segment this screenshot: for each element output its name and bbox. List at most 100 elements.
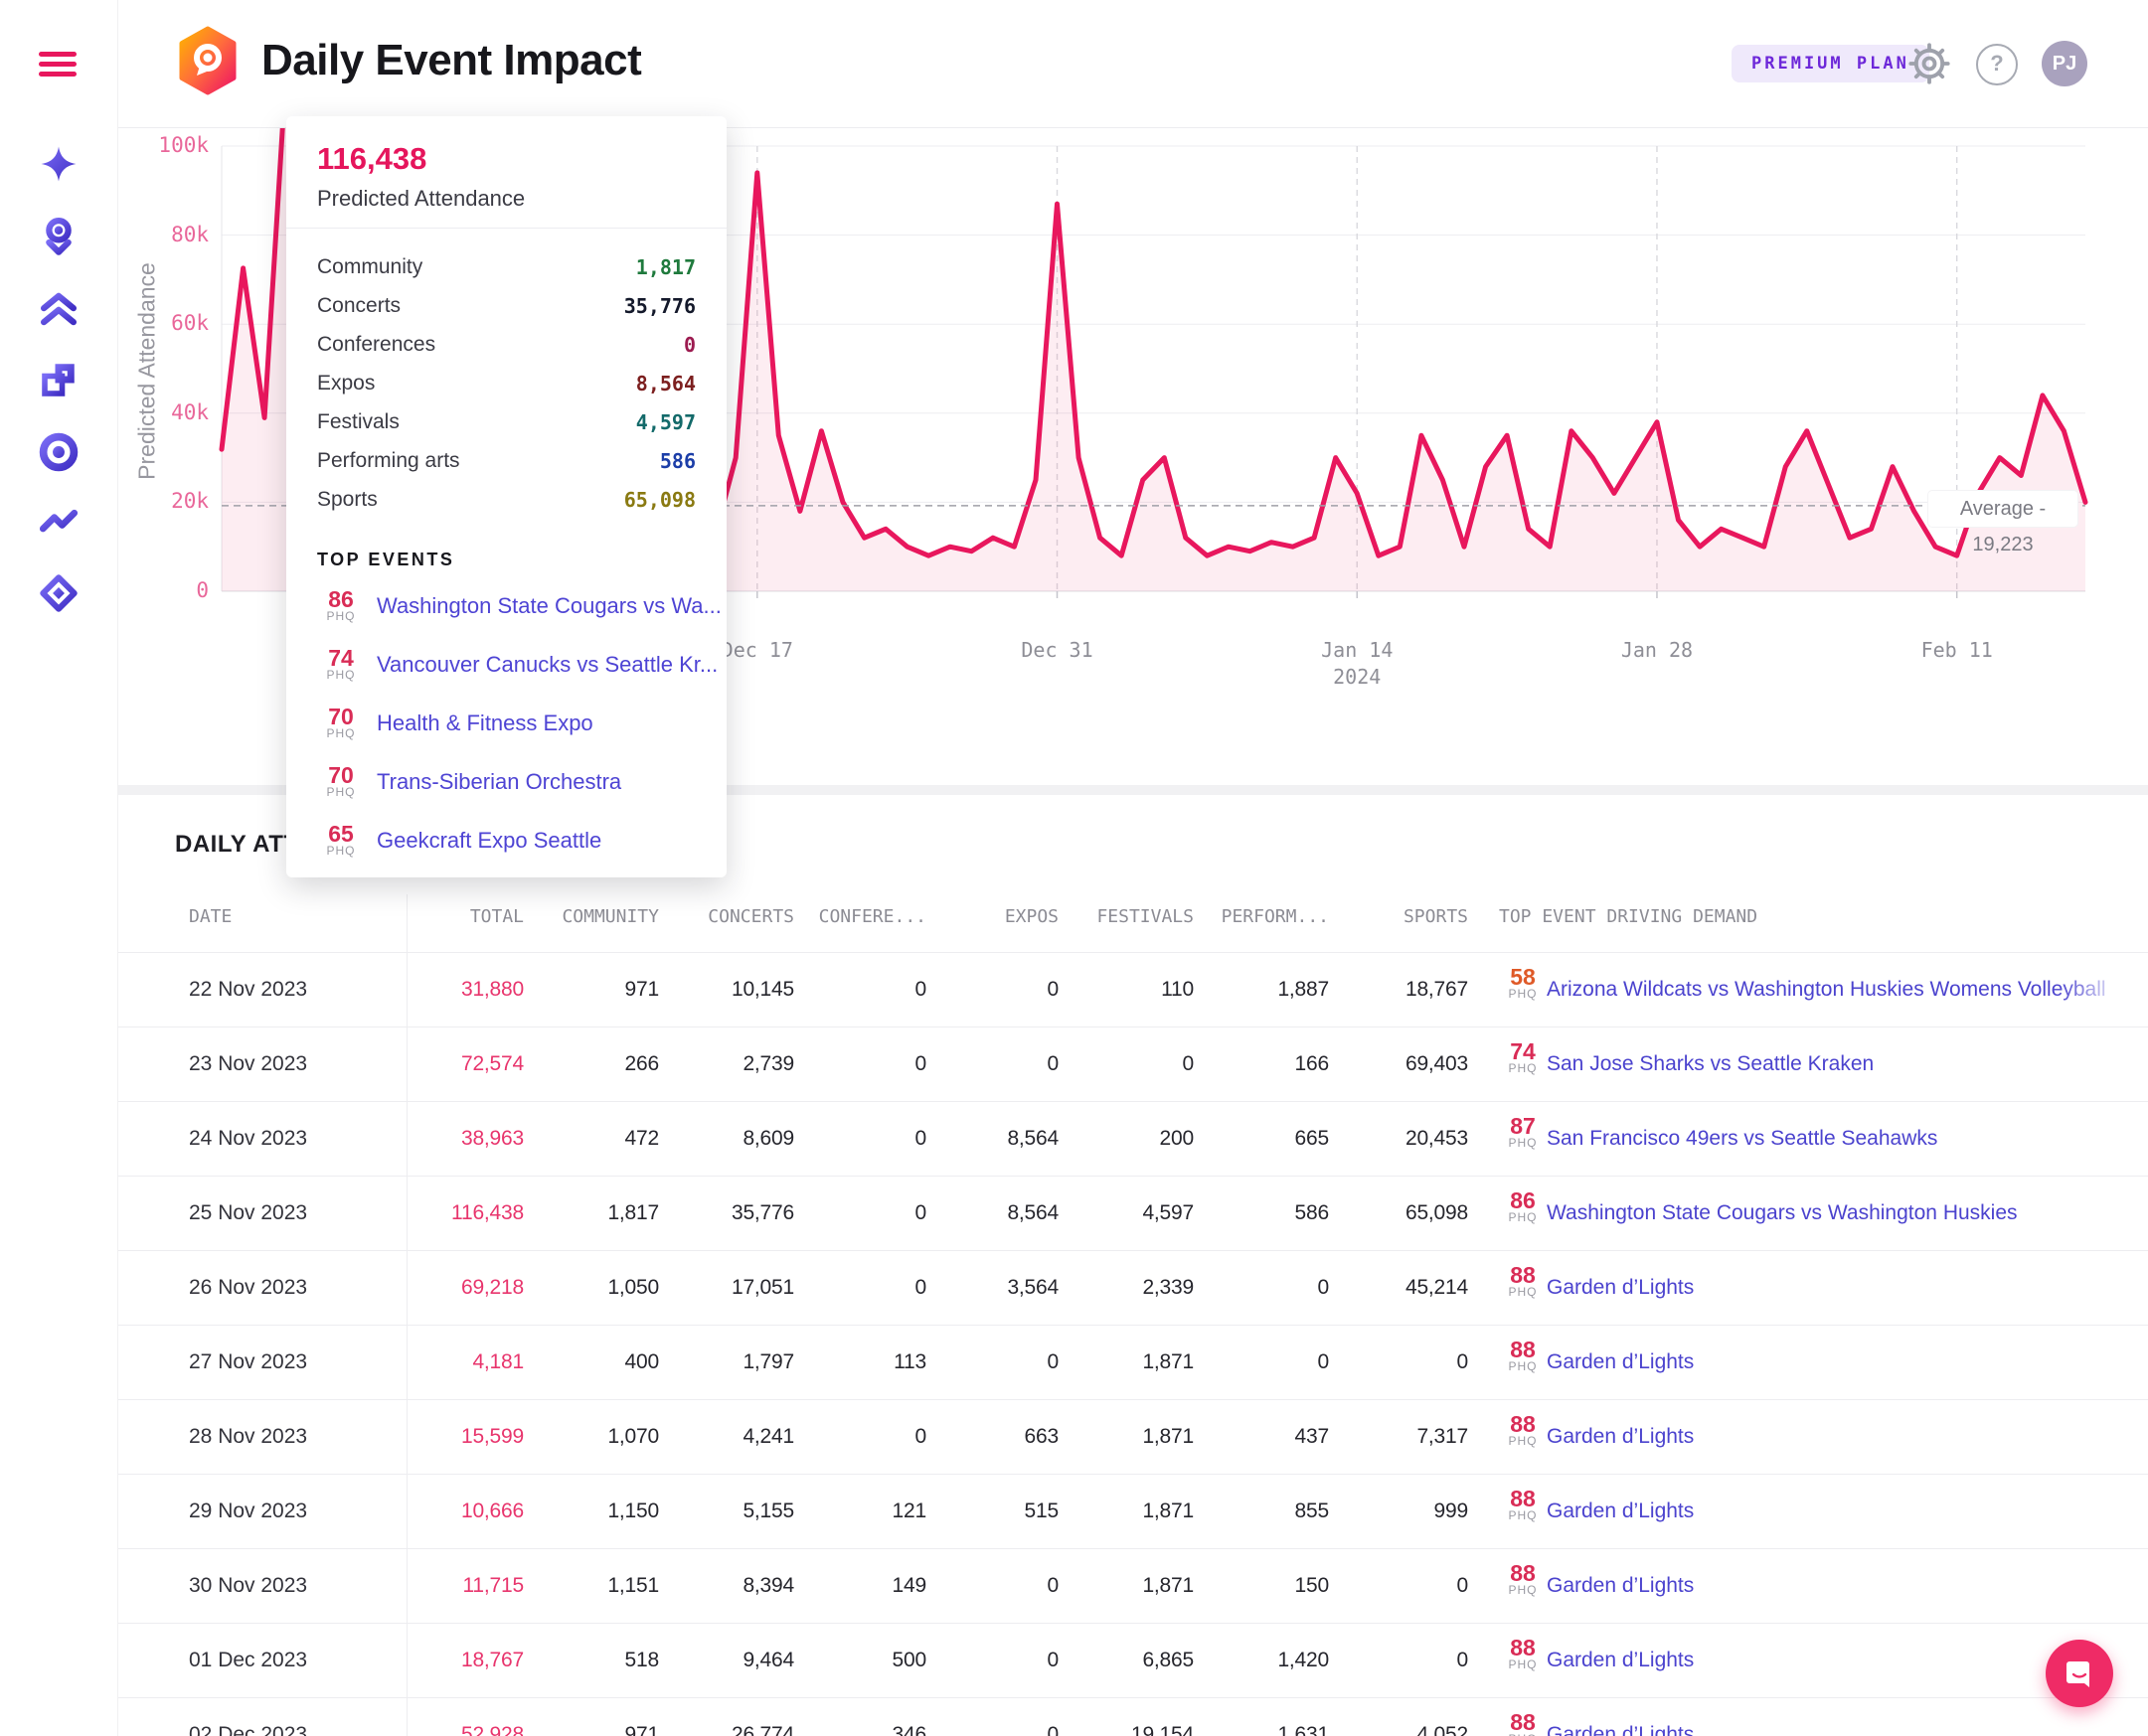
column-header: CONCERTS <box>708 906 794 927</box>
table-row: 28 Nov 2023 15,599 1,070 4,241 0 663 1,871 437 7… <box>117 1399 2148 1475</box>
event-link[interactable]: Trans-Siberian Orchestra <box>377 768 622 794</box>
phq-score: 74 PHQ <box>317 647 365 682</box>
help-icon[interactable]: ? <box>1976 44 2018 85</box>
row-sports: 4,052 <box>1416 1723 1468 1736</box>
category-label: Conferences <box>317 332 436 356</box>
location-pin-icon <box>46 217 72 255</box>
row-sports: 0 <box>1456 1649 1469 1671</box>
row-concerts: 35,776 <box>731 1201 794 1224</box>
chat-bubble-icon <box>2066 1661 2089 1687</box>
hamburger-menu-icon[interactable] <box>39 52 77 78</box>
sidebar-item-sparkle[interactable] <box>36 141 82 187</box>
category-label: Community <box>317 254 423 278</box>
row-date: 02 Dec 2023 <box>189 1723 308 1736</box>
event-link[interactable]: Vancouver Canucks vs Seattle Kr... <box>377 651 719 677</box>
phq-score-value: 65 <box>328 821 354 847</box>
sidebar-item-trends[interactable] <box>36 499 82 545</box>
event-link[interactable]: Washington State Cougars vs Wa... <box>377 592 722 618</box>
double-chevron-up-icon <box>40 292 78 326</box>
event-link[interactable]: Garden d’Lights <box>1547 1276 1695 1299</box>
row-concerts: 17,051 <box>731 1276 794 1299</box>
row-date: 22 Nov 2023 <box>189 978 308 1001</box>
phq-score: 87 PHQ <box>1499 1115 1547 1150</box>
row-concerts: 5,155 <box>743 1499 794 1522</box>
column-header-date: DATE <box>189 906 233 927</box>
tooltip-category-row: Community 1,817 <box>317 247 696 286</box>
sidebar-item-rank[interactable] <box>36 286 82 332</box>
row-community: 971 <box>624 1723 660 1736</box>
sidebar-item-location[interactable] <box>36 213 82 258</box>
sidebar <box>0 0 118 1736</box>
chat-button[interactable] <box>2046 1640 2113 1707</box>
phq-score: 65 PHQ <box>317 823 365 858</box>
tooltip-top-event-row: 86 PHQ Washington State Cougars vs Wa... <box>286 576 727 635</box>
tooltip-category-row: Sports 65,098 <box>317 480 696 519</box>
phq-score-value: 88 <box>1510 1709 1536 1735</box>
row-festivals: 200 <box>1159 1127 1195 1150</box>
phq-score-value: 88 <box>1510 1411 1536 1437</box>
phq-score-value: 87 <box>1510 1113 1536 1139</box>
tooltip-category-row: Concerts 35,776 <box>317 286 696 325</box>
row-conferences: 0 <box>914 1127 927 1150</box>
phq-score-caption: PHQ <box>1508 1657 1538 1671</box>
phq-score-caption: PHQ <box>326 844 356 858</box>
event-link[interactable]: Garden d’Lights <box>1547 1649 1695 1671</box>
event-link[interactable]: Washington State Cougars vs Washington H… <box>1547 1201 2018 1224</box>
tooltip-category-row: Performing arts 586 <box>317 441 696 480</box>
row-date: 01 Dec 2023 <box>189 1649 308 1671</box>
row-total: 18,767 <box>460 1649 524 1671</box>
event-link[interactable]: Garden d’Lights <box>1547 1574 1695 1597</box>
row-performing: 1,631 <box>1277 1723 1329 1736</box>
row-festivals: 1,871 <box>1142 1574 1194 1597</box>
row-festivals: 1,871 <box>1142 1425 1194 1448</box>
app-logo-icon <box>179 26 237 95</box>
column-header: EXPOS <box>1004 906 1059 927</box>
event-link[interactable]: San Jose Sharks vs Seattle Kraken <box>1547 1052 1875 1075</box>
event-link[interactable]: Garden d’Lights <box>1547 1499 1695 1522</box>
sidebar-item-target[interactable] <box>36 429 82 475</box>
row-performing: 437 <box>1294 1425 1330 1448</box>
event-link[interactable]: Arizona Wildcats vs Washington Huskies W… <box>1547 978 2106 1001</box>
column-header: SPORTS <box>1403 906 1468 927</box>
phq-score: 70 PHQ <box>317 706 365 740</box>
row-sports: 999 <box>1433 1499 1469 1522</box>
row-performing: 166 <box>1294 1052 1330 1075</box>
row-community: 472 <box>624 1127 660 1150</box>
tooltip-top-event-row: 70 PHQ Trans-Siberian Orchestra <box>286 752 727 811</box>
phq-score-caption: PHQ <box>326 785 356 799</box>
event-link[interactable]: Garden d’Lights <box>1547 1425 1695 1448</box>
tooltip-category-row: Festivals 4,597 <box>317 402 696 441</box>
row-sports: 7,317 <box>1416 1425 1468 1448</box>
event-link[interactable]: Health & Fitness Expo <box>377 710 593 735</box>
sidebar-item-features[interactable] <box>36 357 82 402</box>
phq-score: 58 PHQ <box>1499 966 1547 1001</box>
y-tick-label: 80k <box>171 222 209 246</box>
chart-tooltip: 116,438 Predicted Attendance Community 1,… <box>286 116 727 877</box>
event-link[interactable]: Geekcraft Expo Seattle <box>377 827 602 853</box>
sidebar-item-beam[interactable] <box>36 570 82 616</box>
event-link[interactable]: Garden d’Lights <box>1547 1350 1695 1373</box>
row-expos: 0 <box>1047 1649 1060 1671</box>
event-link[interactable]: San Francisco 49ers vs Seattle Seahawks <box>1547 1127 1938 1150</box>
row-total: 116,438 <box>451 1201 524 1224</box>
x-tick-label: Jan 28 <box>1620 638 1694 662</box>
event-link[interactable]: Garden d’Lights <box>1547 1723 1695 1736</box>
row-performing: 1,420 <box>1277 1649 1329 1671</box>
tooltip-top-events-list: 86 PHQ Washington State Cougars vs Wa... 74… <box>286 576 727 869</box>
row-performing: 665 <box>1294 1127 1330 1150</box>
row-total: 72,574 <box>460 1052 524 1075</box>
row-performing: 0 <box>1317 1276 1330 1299</box>
row-expos: 0 <box>1047 1350 1060 1373</box>
table-row: 29 Nov 2023 10,666 1,150 5,155 121 515 1,871 85… <box>117 1474 2148 1549</box>
row-conferences: 121 <box>892 1499 927 1522</box>
row-total: 52,928 <box>460 1723 524 1736</box>
table-row: 26 Nov 2023 69,218 1,050 17,051 0 3,564 2,339 0… <box>117 1250 2148 1326</box>
diamond-icon <box>40 574 78 612</box>
row-community: 1,070 <box>607 1425 659 1448</box>
avatar[interactable]: PJ <box>2042 41 2087 86</box>
gear-icon[interactable] <box>1907 42 1951 85</box>
row-date: 23 Nov 2023 <box>189 1052 308 1075</box>
row-sports: 0 <box>1456 1574 1469 1597</box>
